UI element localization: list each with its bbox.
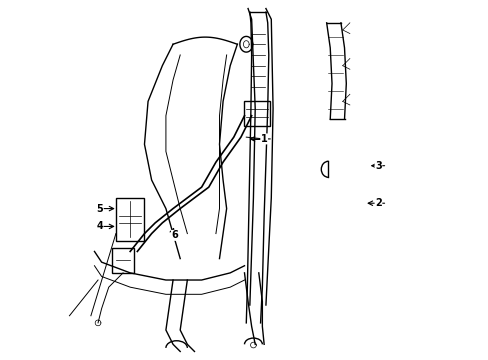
Text: 3: 3 (374, 161, 381, 171)
Text: 6: 6 (171, 230, 178, 240)
Text: 4: 4 (96, 221, 103, 231)
Text: 5: 5 (96, 203, 103, 213)
Text: 2: 2 (374, 198, 381, 208)
Text: 1: 1 (260, 134, 267, 144)
